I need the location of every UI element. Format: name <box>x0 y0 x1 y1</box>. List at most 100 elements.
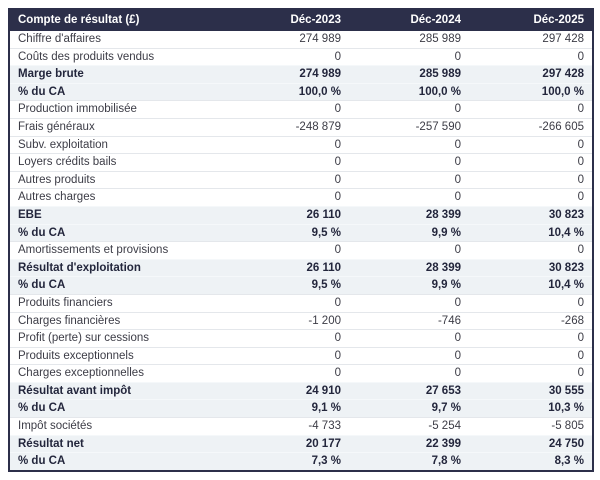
cell-value: 10,4 % <box>469 276 593 295</box>
column-header-dec-2024: Déc-2024 <box>349 9 469 31</box>
table-row: Chiffre d'affaires 274 989 285 989 297 428 <box>9 31 593 49</box>
cell-value: 297 428 <box>469 65 593 84</box>
table-row: Charges exceptionnelles 0 0 0 <box>9 364 593 383</box>
cell-value: 26 110 <box>243 205 349 225</box>
income-statement-table: Compte de résultat (£) Déc-2023 Déc-2024… <box>8 8 594 472</box>
row-label: Coûts des produits vendus <box>9 47 243 66</box>
cell-value: 24 910 <box>243 381 349 400</box>
row-label: Produits exceptionnels <box>9 346 243 365</box>
row-label: Amortissements et provisions <box>9 241 243 260</box>
table-row: Charges financières -1 200 -746 -268 <box>9 311 593 330</box>
row-label: Autres produits <box>9 170 243 189</box>
cell-value: 0 <box>469 153 593 172</box>
cell-value: 22 399 <box>349 434 469 453</box>
table-row: Produits exceptionnels 0 0 0 <box>9 346 593 365</box>
table-row: Amortissements et provisions 0 0 0 <box>9 241 593 260</box>
cell-value: -266 605 <box>469 117 593 137</box>
row-label: % du CA <box>9 276 243 295</box>
cell-value: -248 879 <box>243 117 349 137</box>
cell-value: 0 <box>469 135 593 154</box>
row-label: Résultat net <box>9 434 243 453</box>
row-label: Production immobilisée <box>9 100 243 119</box>
row-label: Loyers crédits bails <box>9 153 243 172</box>
cell-value: 0 <box>349 100 469 119</box>
cell-value: 27 653 <box>349 381 469 400</box>
cell-value: 0 <box>243 135 349 154</box>
row-label: % du CA <box>9 223 243 242</box>
table-row: Loyers crédits bails 0 0 0 <box>9 153 593 172</box>
cell-value: 100,0 % <box>349 82 469 101</box>
cell-value: 0 <box>349 188 469 207</box>
cell-value: 30 555 <box>469 381 593 400</box>
table-row: % du CA 9,5 % 9,9 % 10,4 % <box>9 276 593 295</box>
cell-value: 0 <box>243 346 349 365</box>
income-statement-container: Compte de résultat (£) Déc-2023 Déc-2024… <box>8 8 594 472</box>
table-row: Coûts des produits vendus 0 0 0 <box>9 47 593 66</box>
table-row: Profit (perte) sur cessions 0 0 0 <box>9 329 593 348</box>
row-label: Résultat d'exploitation <box>9 258 243 277</box>
table-row: % du CA 7,3 % 7,8 % 8,3 % <box>9 452 593 471</box>
table-title: Compte de résultat (£) <box>9 9 243 31</box>
table-row: Impôt sociétés -4 733 -5 254 -5 805 <box>9 417 593 436</box>
cell-value: 9,5 % <box>243 223 349 242</box>
cell-value: 274 989 <box>243 65 349 84</box>
cell-value: 0 <box>243 170 349 189</box>
table-row: EBE 26 110 28 399 30 823 <box>9 205 593 225</box>
row-label: Produits financiers <box>9 293 243 312</box>
cell-value: 0 <box>469 47 593 66</box>
table-header-row: Compte de résultat (£) Déc-2023 Déc-2024… <box>9 9 593 31</box>
cell-value: 9,9 % <box>349 223 469 242</box>
row-label: Charges financières <box>9 311 243 330</box>
cell-value: -4 733 <box>243 417 349 436</box>
cell-value: 285 989 <box>349 31 469 49</box>
table-row: Résultat avant impôt 24 910 27 653 30 555 <box>9 381 593 400</box>
cell-value: 28 399 <box>349 258 469 277</box>
cell-value: 0 <box>243 47 349 66</box>
table-row: Frais généraux -248 879 -257 590 -266 605 <box>9 117 593 137</box>
table-row: Subv. exploitation 0 0 0 <box>9 135 593 154</box>
cell-value: 7,3 % <box>243 452 349 471</box>
cell-value: 0 <box>349 47 469 66</box>
row-label: EBE <box>9 205 243 225</box>
row-label: Subv. exploitation <box>9 135 243 154</box>
cell-value: 0 <box>349 364 469 383</box>
cell-value: -5 805 <box>469 417 593 436</box>
cell-value: -1 200 <box>243 311 349 330</box>
cell-value: 28 399 <box>349 205 469 225</box>
cell-value: 0 <box>349 170 469 189</box>
cell-value: 10,4 % <box>469 223 593 242</box>
cell-value: 0 <box>469 329 593 348</box>
cell-value: 285 989 <box>349 65 469 84</box>
cell-value: 0 <box>243 364 349 383</box>
row-label: Frais généraux <box>9 117 243 137</box>
cell-value: -5 254 <box>349 417 469 436</box>
cell-value: 20 177 <box>243 434 349 453</box>
cell-value: 297 428 <box>469 31 593 49</box>
table-row: Produits financiers 0 0 0 <box>9 293 593 312</box>
table-body: Chiffre d'affaires 274 989 285 989 297 428 C… <box>9 31 593 471</box>
cell-value: 10,3 % <box>469 399 593 418</box>
table-row: Autres produits 0 0 0 <box>9 170 593 189</box>
cell-value: 24 750 <box>469 434 593 453</box>
column-header-dec-2025: Déc-2025 <box>469 9 593 31</box>
cell-value: 0 <box>469 170 593 189</box>
cell-value: 0 <box>243 329 349 348</box>
table-row: Marge brute 274 989 285 989 297 428 <box>9 65 593 84</box>
column-header-dec-2023: Déc-2023 <box>243 9 349 31</box>
row-label: % du CA <box>9 399 243 418</box>
cell-value: 0 <box>469 100 593 119</box>
cell-value: 274 989 <box>243 31 349 49</box>
cell-value: 0 <box>469 188 593 207</box>
row-label: Profit (perte) sur cessions <box>9 329 243 348</box>
cell-value: 30 823 <box>469 258 593 277</box>
cell-value: -268 <box>469 311 593 330</box>
cell-value: 0 <box>349 241 469 260</box>
table-row: Autres charges 0 0 0 <box>9 188 593 207</box>
cell-value: 0 <box>243 293 349 312</box>
row-label: Impôt sociétés <box>9 417 243 436</box>
cell-value: 7,8 % <box>349 452 469 471</box>
cell-value: 0 <box>243 100 349 119</box>
cell-value: 0 <box>349 293 469 312</box>
cell-value: 0 <box>243 153 349 172</box>
table-row: Résultat d'exploitation 26 110 28 399 30 82… <box>9 258 593 277</box>
